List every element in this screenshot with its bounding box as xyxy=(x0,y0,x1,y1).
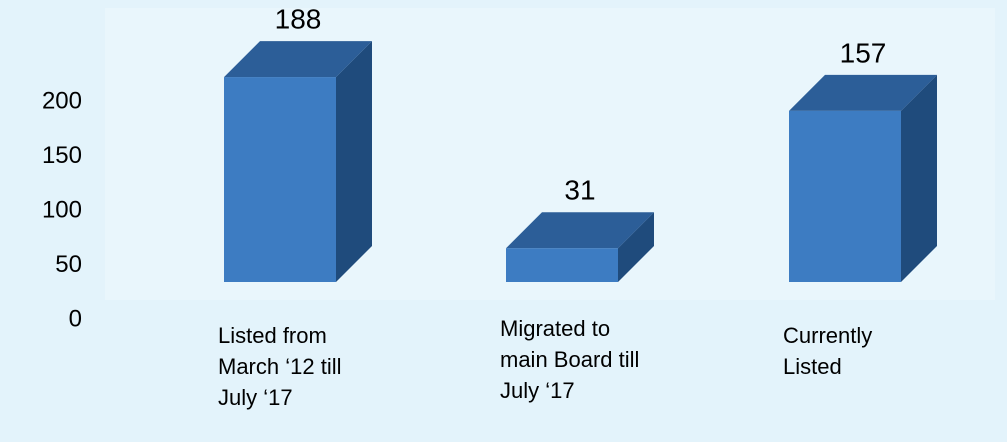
y-tick-label: 0 xyxy=(69,305,82,332)
y-tick-label: 50 xyxy=(55,251,82,278)
x-tick-label: Migrated to main Board till July ‘17 xyxy=(500,316,640,403)
bar-top xyxy=(789,74,937,111)
data-label: 157 xyxy=(840,37,887,68)
bar-top xyxy=(224,41,372,78)
y-tick-label: 100 xyxy=(42,196,82,223)
y-tick-label: 150 xyxy=(42,142,82,169)
x-tick-label: Listed from March ‘12 till July ‘17 xyxy=(218,323,342,410)
data-label: 188 xyxy=(275,3,322,34)
y-tick-label: 200 xyxy=(42,87,82,114)
bar xyxy=(224,41,372,282)
bar-side xyxy=(901,74,937,283)
bar-front xyxy=(224,77,336,282)
bar-side xyxy=(336,41,372,282)
data-label: 31 xyxy=(564,175,595,206)
bar xyxy=(789,74,937,283)
bar xyxy=(506,212,654,282)
bar-front xyxy=(506,248,618,282)
bar-side xyxy=(618,212,654,282)
x-tick-label: Currently Listed xyxy=(783,323,873,379)
bar-front xyxy=(789,110,901,283)
bar-top xyxy=(506,212,654,249)
